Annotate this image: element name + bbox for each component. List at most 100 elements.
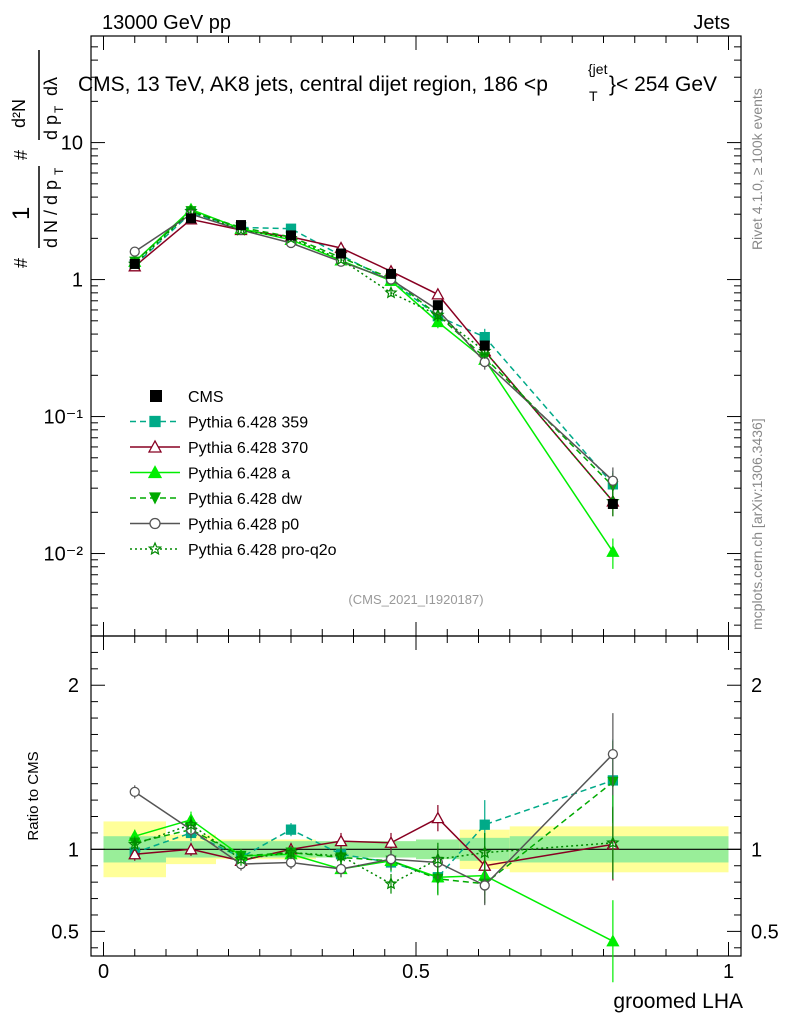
cms-data-point: [479, 340, 490, 351]
y-title-hash1: #: [11, 258, 31, 268]
y-title-one: 1: [8, 207, 35, 220]
y-title-sub1: T: [52, 167, 66, 175]
main-y-ticks: 10⁻² 10⁻¹ 1 10: [44, 35, 741, 626]
ratio-point-pythia-6-428-p0: [479, 880, 490, 891]
cms-data-point: [129, 258, 140, 269]
cms-data-point: [432, 300, 443, 311]
main-series-group: [127, 202, 620, 569]
cms-data-point: [386, 268, 396, 279]
ratio-y-tick-label-right: 1: [751, 839, 762, 861]
series-line-pythia-6-428-pro-q2o: [134, 210, 614, 502]
x-tick-label: 0.5: [402, 961, 430, 983]
main-y-tick-label: 10⁻¹: [44, 407, 84, 429]
ratio-line-pythia-6-428-359: [134, 779, 614, 879]
ratio-point-pythia-6-428-359: [285, 824, 297, 835]
ratio-point-pythia-6-428-pro-q2o: [606, 835, 620, 849]
ratio-point-pythia-6-428-p0: [607, 749, 619, 760]
ratio-y-ticks: 0.5 0.5 1 1 2 2: [51, 651, 779, 949]
legend-marker: [149, 517, 161, 530]
ratio-point-pythia-6-428-p0: [335, 863, 347, 875]
title-sub: T: [589, 88, 598, 104]
ratio-point-pythia-6-428-pro-q2o: [384, 876, 398, 890]
ratio-point-pythia-6-428-pro-q2o: [128, 837, 142, 851]
legend-label: Pythia 6.428 370: [188, 440, 308, 457]
cms-data-point: [336, 248, 346, 259]
y-title-den2: d p: [41, 115, 61, 140]
rivet-version-label: Rivet 4.1.0, ≥ 100k events: [749, 88, 765, 250]
ratio-series-group: [128, 713, 620, 983]
ratio-y-tick-label: 2: [68, 675, 79, 697]
series-point-pythia-6-428-a: [431, 315, 445, 328]
legend-label: Pythia 6.428 dw: [188, 491, 302, 508]
y-title-sub2: T: [52, 105, 66, 113]
main-y-tick-label: 1: [72, 270, 83, 292]
ratio-panel-frame: [90, 635, 742, 957]
y-title-den2b: dλ: [41, 77, 61, 96]
ratio-point-pythia-6-428-pro-q2o: [334, 848, 348, 862]
ratio-point-pythia-6-428-pro-q2o: [478, 845, 492, 859]
series-point-pythia-6-428-a: [606, 544, 620, 557]
ratio-point-pythia-6-428-pro-q2o: [284, 845, 298, 859]
legend-label: Pythia 6.428 359: [188, 415, 308, 432]
ratio-y-tick-label: 1: [68, 839, 79, 861]
category-label: Jets: [693, 12, 730, 34]
ratio-y-axis-title: Ratio to CMS: [25, 751, 42, 840]
ratio-x-ticks: 0 0.5 1: [98, 636, 734, 983]
legend-label: Pythia 6.428 p0: [188, 517, 299, 534]
ratio-point-pythia-6-428-370: [431, 811, 445, 824]
legend-marker: [147, 439, 163, 453]
ratio-point-pythia-6-428-370: [128, 847, 142, 860]
energy-label: 13000 GeV pp: [102, 12, 231, 34]
ratio-point-pythia-6-428-pro-q2o: [184, 817, 198, 831]
series-point-pythia-6-428-p0: [607, 475, 619, 486]
y-title-hash2: #: [11, 150, 31, 160]
cms-data-points: [129, 213, 618, 509]
cms-data-point: [236, 220, 246, 231]
legend-label: Pythia 6.428 a: [188, 466, 290, 483]
main-y-tick-label: 10: [61, 133, 83, 155]
title-prefix: CMS, 13 TeV, AK8 jets, central dijet reg…: [78, 73, 548, 96]
series-point-pythia-6-428-pro-q2o: [431, 308, 445, 321]
ratio-y-tick-label-right: 0.5: [751, 921, 779, 943]
legend-marker: [148, 492, 162, 505]
ratio-y-tick-label: 0.5: [51, 921, 79, 943]
ratio-point-pythia-6-428-p0: [129, 786, 140, 798]
y-title-num2: d²N: [9, 99, 29, 128]
main-x-ticks: [103, 36, 729, 636]
cms-data-point: [186, 213, 196, 224]
x-tick-label: 1: [723, 961, 734, 983]
title-sup: {jet: [588, 61, 608, 77]
plot-title: CMS, 13 TeV, AK8 jets, central dijet reg…: [78, 61, 717, 104]
series-point-pythia-6-428-359: [479, 331, 490, 343]
legend-label: Pythia 6.428 pro-q2o: [188, 542, 337, 559]
ratio-y-tick-label-right: 2: [751, 675, 762, 697]
main-y-tick-label: 10⁻²: [44, 544, 84, 566]
legend-marker: [149, 415, 161, 428]
mcplots-label: mcplots.cern.ch [arXiv:1306.3436]: [749, 418, 765, 630]
series-line-pythia-6-428-370: [134, 218, 614, 502]
ratio-point-pythia-6-428-370: [334, 834, 348, 847]
x-tick-label: 0: [98, 961, 109, 983]
ratio-point-pythia-6-428-pro-q2o: [234, 852, 248, 865]
series-point-pythia-6-428-pro-q2o: [384, 285, 398, 299]
title-suffix: }< 254 GeV: [609, 73, 717, 96]
ratio-point-pythia-6-428-370: [184, 842, 198, 855]
ratio-point-pythia-6-428-359: [479, 819, 490, 830]
series-point-pythia-6-428-p0: [479, 356, 490, 368]
x-axis-title: groomed LHA: [613, 990, 743, 1013]
cms-data-point: [286, 230, 296, 241]
cms-data-point: [607, 498, 618, 509]
main-y-axis-title: # 1 d N / d p T # d²N d p T dλ: [8, 50, 66, 268]
ratio-point-pythia-6-428-p0: [385, 854, 397, 865]
ratio-point-pythia-6-428-p0: [285, 857, 297, 868]
ratio-point-pythia-6-428-370: [384, 835, 398, 848]
ratio-point-pythia-6-428-a: [606, 934, 620, 947]
legend-marker: [147, 465, 163, 479]
analysis-id-label: (CMS_2021_I1920187): [348, 592, 483, 607]
legend-marker: [147, 541, 163, 556]
legend: CMS Pythia 6.428 359 Pythia 6.428 370 Pythi…: [130, 389, 337, 559]
y-title-den1: d N / d p: [41, 180, 61, 248]
legend-marker: [150, 390, 162, 402]
legend-label: CMS: [188, 389, 224, 406]
